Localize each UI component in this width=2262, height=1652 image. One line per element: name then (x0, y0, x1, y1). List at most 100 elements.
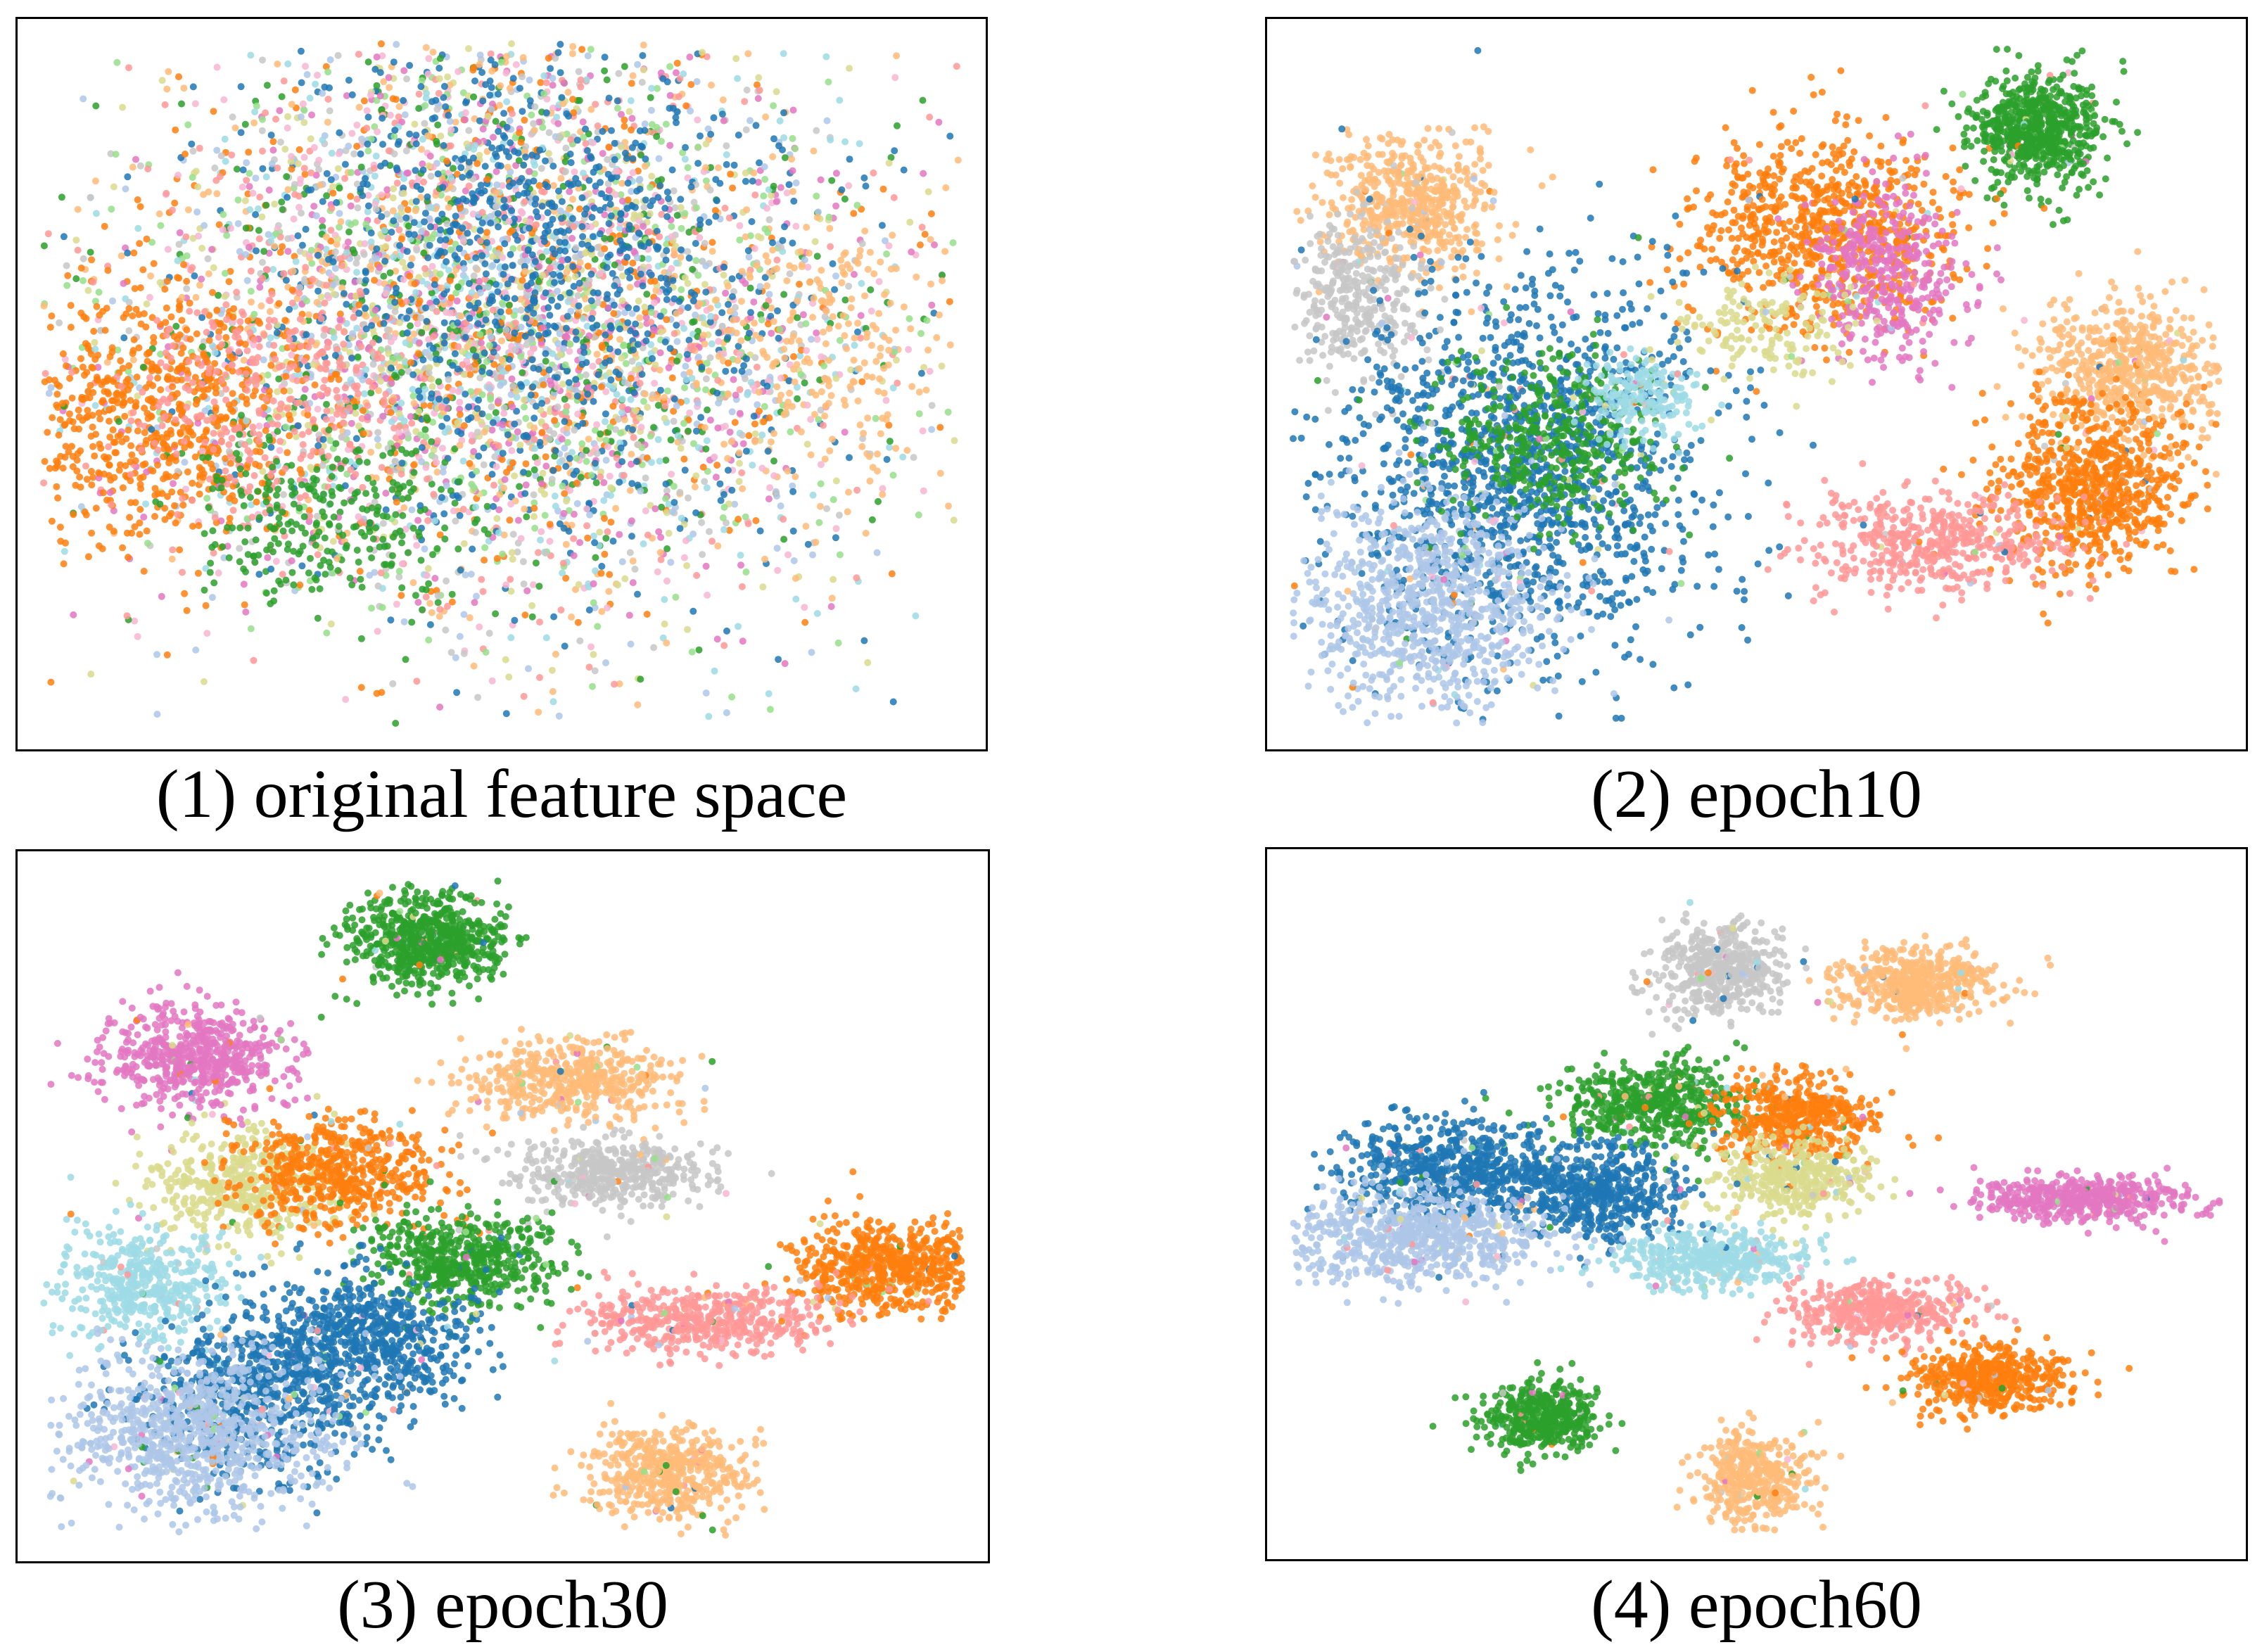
scatter-point (454, 419, 462, 426)
scatter-point (742, 513, 749, 521)
scatter-point (720, 526, 727, 533)
scatter-point (556, 132, 564, 140)
scatter-point (657, 386, 664, 394)
scatter-point (391, 458, 399, 466)
scatter-point (400, 417, 408, 425)
scatter-point (692, 311, 699, 319)
scatter-point (605, 587, 613, 595)
scatter-point (823, 505, 831, 512)
scatter-point (305, 311, 312, 319)
scatter-point (630, 433, 637, 441)
scatter-point (504, 332, 512, 340)
scatter-point (516, 296, 524, 303)
scatter-point (430, 446, 438, 454)
scatter-point (412, 288, 419, 296)
scatter-point (379, 412, 387, 420)
scatter-point (326, 107, 333, 115)
scatter-point (182, 151, 189, 158)
scatter-point (643, 454, 651, 462)
scatter-point (509, 555, 516, 563)
scatter-point (259, 115, 266, 123)
scatter-point (546, 265, 553, 273)
scatter-point (629, 259, 637, 267)
scatter-point (226, 514, 234, 522)
scatter-point (298, 562, 306, 570)
scatter-point (796, 281, 803, 288)
scatter-point (801, 618, 809, 626)
scatter-point (694, 160, 702, 167)
scatter-point (329, 538, 337, 545)
scatter-point (584, 262, 592, 270)
scatter-point (347, 221, 355, 229)
scatter-point (478, 576, 485, 583)
scatter-point (579, 419, 587, 427)
scatter-point (269, 266, 277, 273)
scatter-point (63, 262, 70, 269)
scatter-point (371, 306, 379, 314)
scatter-point (758, 464, 766, 472)
scatter-point (355, 513, 362, 521)
scatter-point (395, 428, 403, 436)
scatter-point (640, 42, 647, 49)
scatter-point (234, 220, 242, 227)
scatter-point (391, 371, 398, 379)
scatter-point (725, 526, 733, 534)
scatter-point (415, 274, 423, 281)
scatter-point (465, 280, 473, 287)
scatter-point (921, 231, 929, 238)
scatter-point (704, 406, 711, 414)
scatter-point (333, 241, 341, 248)
scatter-point (540, 72, 548, 80)
scatter-point (134, 224, 142, 232)
scatter-point (785, 181, 793, 189)
scatter-point (478, 209, 486, 216)
scatter-point (244, 317, 252, 324)
scatter-point (433, 469, 441, 476)
scatter-point (601, 211, 609, 219)
scatter-point (745, 369, 753, 376)
scatter-point (915, 410, 923, 418)
scatter-point (358, 414, 366, 422)
scatter-point (124, 173, 132, 181)
scatter-point (835, 512, 843, 519)
scatter-point (475, 452, 483, 460)
scatter-point (221, 135, 229, 143)
scatter-point (348, 419, 355, 427)
scatter-point (330, 333, 338, 341)
scatter-point (509, 530, 517, 538)
scatter-point (628, 450, 635, 458)
scatter-point (489, 262, 497, 269)
scatter-point (418, 146, 425, 153)
scatter-point (818, 388, 825, 395)
scatter-point (114, 346, 122, 354)
scatter-point (582, 295, 590, 303)
scatter-point (910, 454, 917, 462)
scatter-point (720, 642, 728, 649)
scatter-point (262, 109, 269, 117)
scatter-point (613, 390, 621, 398)
scatter-point (642, 308, 649, 316)
scatter-point (421, 102, 429, 109)
scatter-point (765, 414, 773, 421)
scatter-point (436, 270, 444, 278)
scatter-point (531, 454, 539, 462)
scatter-point (493, 463, 500, 471)
scatter-point (682, 362, 690, 370)
scatter-point (634, 61, 642, 68)
scatter-point (334, 165, 342, 172)
scatter-point (755, 74, 763, 82)
scatter-point (646, 228, 654, 236)
scatter-point (721, 204, 729, 212)
scatter-point (723, 142, 730, 150)
scatter-point (590, 651, 597, 659)
scatter-point (953, 63, 960, 70)
scatter-point (540, 90, 548, 98)
scatter-point (256, 193, 264, 201)
scatter-point (746, 314, 754, 322)
scatter-point (483, 176, 491, 183)
scatter-point (836, 96, 844, 104)
scatter-point (507, 634, 515, 642)
scatter-point (156, 279, 164, 286)
scatter-point (944, 408, 952, 416)
scatter-point (820, 421, 827, 429)
